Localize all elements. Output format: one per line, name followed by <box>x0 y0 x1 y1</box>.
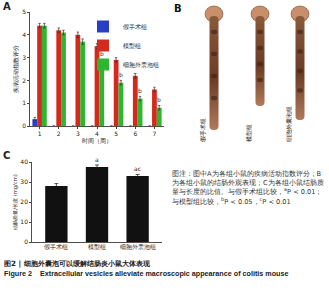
svg-text:b: b <box>119 71 123 78</box>
svg-text:4: 4 <box>22 31 26 38</box>
svg-text:时间（周）: 时间（周） <box>82 137 112 145</box>
svg-text:4: 4 <box>95 130 99 137</box>
html-text:图注：图中A为各组小鼠的疾病活动指数评分；B为各组小鼠的结肠: 图注：图中A为各组小鼠的疾病活动指数评分；B为各组小鼠的结肠外观表现；C为各组小… <box>172 170 324 206</box>
svg-text:细胞外囊泡组: 细胞外囊泡组 <box>120 244 156 250</box>
svg-text:b: b <box>157 96 161 103</box>
svg-text:模型组: 模型组 <box>245 124 252 142</box>
svg-text:b: b <box>100 50 104 57</box>
svg-text:细胞外囊泡组: 细胞外囊泡组 <box>285 106 292 142</box>
svg-text:模型组: 模型组 <box>123 43 141 49</box>
svg-text:0: 0 <box>24 238 28 245</box>
svg-text:假手术组: 假手术组 <box>44 244 68 250</box>
svg-text:疾病活动指数评分: 疾病活动指数评分 <box>12 45 19 93</box>
svg-text:b: b <box>138 87 142 94</box>
svg-text:2: 2 <box>57 130 61 137</box>
svg-text:3: 3 <box>22 54 26 61</box>
svg-text:10: 10 <box>20 218 28 225</box>
svg-text:40: 40 <box>20 158 28 165</box>
html-text:C: C <box>3 150 11 161</box>
svg-text:5: 5 <box>114 130 118 137</box>
svg-text:B: B <box>174 3 182 14</box>
svg-text:1: 1 <box>38 130 42 137</box>
svg-text:ac: ac <box>134 165 141 172</box>
svg-text:模型组: 模型组 <box>88 244 106 250</box>
svg-text:假手术组: 假手术组 <box>199 118 206 142</box>
html-text:Extracellular vesicles allevia: Extracellular vesicles alleviate macrosc… <box>40 268 289 278</box>
svg-text:5: 5 <box>22 8 26 15</box>
html-text:图2 | 细胞外囊泡可以缓解结肠炎小鼠大体表现: 图2 | 细胞外囊泡可以缓解结肠炎小鼠大体表现 <box>4 259 150 268</box>
svg-text:6: 6 <box>133 130 137 137</box>
svg-text:a: a <box>95 156 99 163</box>
svg-text:30: 30 <box>20 178 28 185</box>
svg-text:20: 20 <box>20 198 28 205</box>
svg-text:细胞外囊泡组: 细胞外囊泡组 <box>123 62 159 68</box>
html-text:A: A <box>3 1 11 12</box>
svg-text:假手术组: 假手术组 <box>123 24 147 30</box>
svg-text:结肠质量/长度 (mg/cm): 结肠质量/长度 (mg/cm) <box>12 174 19 229</box>
svg-text:2: 2 <box>22 77 26 84</box>
svg-text:7: 7 <box>153 130 157 137</box>
html-text:Figure 2: Figure 2 <box>4 268 32 278</box>
svg-text:0: 0 <box>22 122 26 129</box>
svg-text:3: 3 <box>76 130 80 137</box>
svg-text:1: 1 <box>22 99 26 106</box>
